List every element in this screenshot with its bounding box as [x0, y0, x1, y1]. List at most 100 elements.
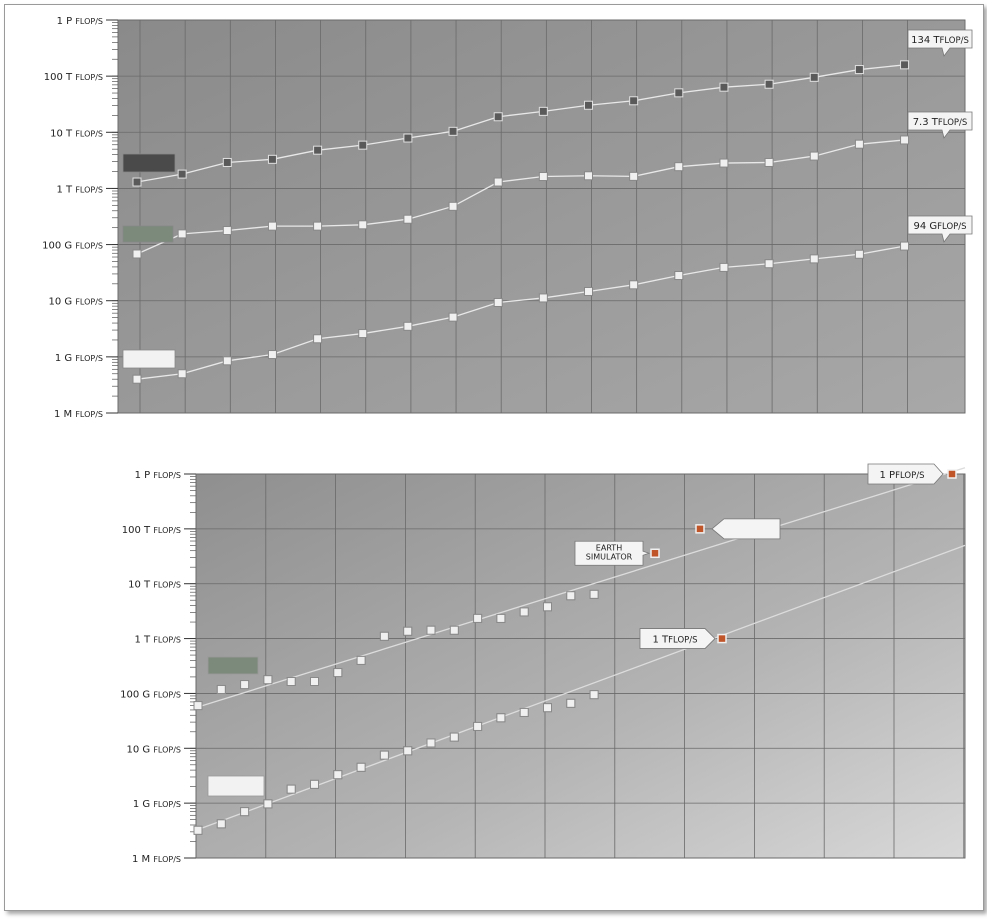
data-point-n-500 — [222, 356, 232, 366]
data-point-n-1 — [538, 172, 548, 182]
data-point-n-1 — [809, 151, 819, 161]
data-point-n-500 — [403, 321, 413, 331]
callout-label: 94 GFLOP/S — [913, 221, 966, 232]
y-tick-label: 1 G FLOP/S — [55, 353, 103, 364]
data-point-overlay — [543, 703, 552, 713]
bottom-chart: 1 M FLOP/S 1 G FLOP/S 10 G FLOP/S 100 G FLO… — [120, 463, 966, 865]
y-tick-label: 1 G FLOP/S — [133, 799, 181, 810]
data-point-sum — [764, 79, 774, 89]
data-point-overlay — [426, 738, 436, 748]
data-point-overlay — [216, 684, 226, 694]
data-point-n-1 — [177, 229, 187, 239]
data-point-overlay — [496, 613, 506, 623]
data-point-overlay — [356, 762, 366, 772]
data-point-overlay — [333, 770, 343, 780]
data-point-sum — [403, 133, 413, 143]
y-tick-label: 100 G FLOP/S — [42, 241, 103, 252]
callout-asci — [711, 518, 781, 540]
data-point-n-500 — [313, 334, 323, 344]
data-point-overlay — [240, 680, 250, 690]
data-point-sum — [629, 96, 639, 106]
data-point-sum — [313, 145, 323, 155]
data-point-overlay — [519, 707, 529, 717]
data-point-n-1 — [584, 171, 593, 181]
data-point-overlay — [356, 655, 366, 665]
data-point-n-1 — [313, 221, 323, 231]
data-point-n-1 — [267, 221, 277, 231]
data-point-n-500 — [538, 293, 548, 303]
data-point-overlay — [449, 732, 459, 742]
y-tick-label: 10 T FLOP/S — [50, 128, 103, 139]
callout-label: 1 TFLOP/S — [652, 635, 697, 646]
trend-line-n500 — [195, 544, 966, 831]
data-point-n-1 — [358, 220, 368, 230]
callout-1pflops — [867, 463, 944, 485]
callout-label: EARTH — [596, 543, 622, 552]
y-tick-label: 1 M FLOP/S — [54, 409, 103, 420]
callout-1tflops — [639, 628, 716, 649]
data-point-n-500 — [267, 350, 277, 360]
data-point-n-500 — [854, 249, 864, 259]
data-point-n-500 — [900, 241, 910, 251]
y-tick-label: 1 P FLOP/S — [57, 16, 103, 27]
data-point-overlay — [403, 626, 413, 636]
callout-label: SIMULATOR — [586, 552, 633, 561]
top-chart: 1 M FLOP/S 1 G FLOP/S 10 G FLOP/S 100 G FLO… — [42, 16, 973, 420]
data-point-n-500 — [674, 271, 684, 281]
data-point-sum — [854, 65, 864, 75]
data-point-overlay — [473, 613, 483, 623]
data-point-overlay — [589, 690, 599, 700]
data-point-overlay — [566, 591, 576, 601]
data-point-n-1 — [629, 171, 639, 181]
series-line — [136, 245, 905, 380]
data-point-n-500 — [584, 286, 593, 296]
data-point-overlay — [333, 668, 343, 678]
data-point-n-1 — [900, 135, 910, 145]
data-point-sum — [267, 154, 277, 164]
data-point-overlay — [426, 625, 436, 635]
y-tick-label: 100 T FLOP/S — [44, 72, 103, 83]
series-label-box — [122, 153, 176, 173]
data-point-n-500 — [132, 374, 142, 384]
data-point-sum — [674, 88, 684, 98]
data-point-n-1 — [764, 157, 774, 167]
data-point-n-1 — [403, 214, 413, 224]
data-point-overlay — [473, 721, 483, 731]
callout-label: 1 PFLOP/S — [880, 470, 925, 481]
data-point-overlay — [496, 713, 506, 723]
data-point-n-1 — [854, 139, 864, 149]
data-point-n-500 — [809, 254, 819, 264]
data-point-overlay — [286, 676, 296, 686]
data-point-sum — [222, 157, 232, 167]
data-point-n-1 — [719, 158, 729, 168]
data-point-n-500 — [629, 280, 639, 290]
callout-earth-simulator — [574, 540, 651, 566]
data-point-n-500 — [177, 369, 187, 379]
data-point-overlay — [543, 602, 552, 612]
data-point-sum — [719, 82, 729, 92]
y-tick-label: 10 G FLOP/S — [126, 744, 181, 755]
data-point-overlay — [566, 698, 576, 708]
data-point-sum — [538, 106, 548, 116]
y-tick-label: 100 T FLOP/S — [122, 525, 181, 536]
data-point-sum — [132, 177, 142, 187]
data-point-overlay — [449, 625, 459, 635]
data-point-n-1 — [222, 226, 232, 236]
callout-label: 134 TFLOP/S — [911, 35, 969, 46]
series-label-box — [207, 775, 265, 797]
annotation-point — [650, 548, 660, 559]
data-point-sum — [584, 100, 593, 110]
data-point-sum — [358, 140, 368, 150]
data-point-overlay — [403, 746, 413, 756]
y-tick-label: 1 T FLOP/S — [135, 635, 182, 646]
data-point-sum — [809, 72, 819, 82]
plot-area — [117, 19, 966, 414]
data-point-sum — [900, 60, 910, 70]
series-line — [136, 64, 905, 183]
data-point-sum — [448, 126, 458, 136]
data-point-n-1 — [132, 249, 142, 259]
y-tick-label: 100 G FLOP/S — [120, 689, 181, 700]
data-point-n-500 — [764, 259, 774, 269]
